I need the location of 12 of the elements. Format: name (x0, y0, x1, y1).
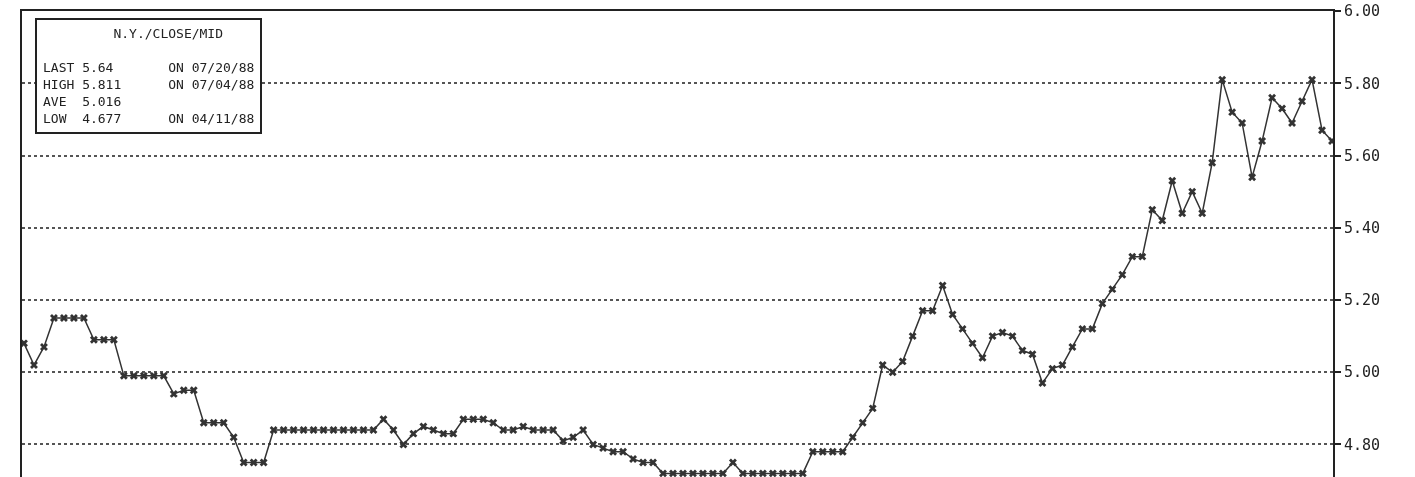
y-tick-label: 5.00 (1344, 363, 1381, 382)
annotation: AVE 5.016 (43, 93, 122, 109)
annotation: LAST 5.64 ON 07/20/88 (43, 59, 255, 75)
annotation: LOW 4.677 ON 04/11/88 (43, 110, 255, 126)
annotation: N.Y./CLOSE/MID (43, 26, 224, 41)
y-tick-label: 6.00 (1344, 2, 1381, 21)
y-tick-label: 4.80 (1344, 435, 1381, 454)
y-tick-label: 5.80 (1344, 74, 1381, 93)
y-tick-label: 5.60 (1344, 146, 1381, 165)
y-tick-label: 5.40 (1344, 218, 1381, 237)
annotation: HIGH 5.811 ON 07/04/88 (43, 76, 255, 92)
y-tick-label: 5.20 (1344, 291, 1381, 310)
